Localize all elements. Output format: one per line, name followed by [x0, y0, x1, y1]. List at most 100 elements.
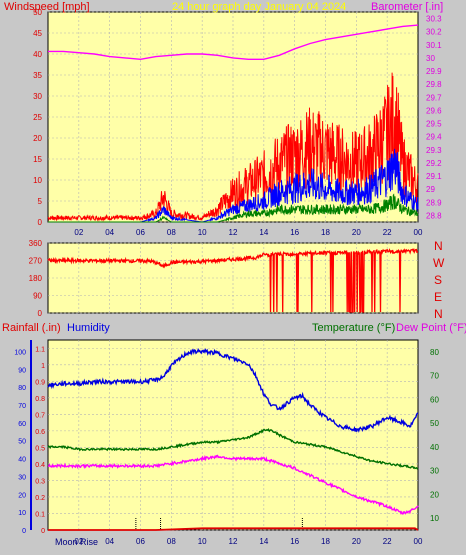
rainfall-tick-label: 0.4 [35, 462, 45, 469]
humidity-tick-label: 10 [18, 510, 26, 517]
temperature-tick-label: 80 [430, 348, 439, 357]
humidity-tick-label: 20 [18, 492, 26, 499]
time-tick-label: 04 [105, 228, 114, 237]
rainfall-tick-label: 0.8 [35, 396, 45, 403]
rainfall-tick-label: 0.3 [35, 478, 45, 485]
windspeed-tick-label: 45 [33, 29, 42, 38]
wind-barometer-layer: 0 5 10 15 20 25 30 35 40 45 50 28.8 28.9 29 29.1 29.2 29… [33, 8, 442, 237]
bottom-time-tick-label: 04 [105, 537, 114, 546]
rainfall-tick-label: 1 [41, 363, 45, 370]
direction-tick-label: 0 [38, 309, 43, 318]
windspeed-tick-label: 20 [33, 134, 42, 143]
temperature-tick-label: 40 [430, 443, 439, 452]
temperature-tick-label: 30 [430, 467, 439, 476]
humidity-tick-label: 100 [14, 349, 26, 356]
gust-series-line [47, 72, 419, 222]
windspeed-tick-label: 35 [33, 71, 42, 80]
temperature-tick-label: 20 [430, 490, 439, 499]
rainfall-tick-label: 0.6 [35, 429, 45, 436]
humidity-tick-label: 80 [18, 385, 26, 392]
humidity-series-line [47, 347, 419, 433]
barometer-tick-label: 29.2 [426, 159, 442, 168]
bottom-time-tick-label: 16 [290, 537, 299, 546]
time-tick-label: 20 [352, 228, 361, 237]
time-tick-label: 08 [167, 228, 176, 237]
temperature-tick-label: 70 [430, 372, 439, 381]
barometer-tick-label: 29 [426, 185, 435, 194]
bottom-time-tick-label: 18 [321, 537, 330, 546]
barometer-tick-label: 29.9 [426, 67, 442, 76]
bottom-time-tick-label: 00 [414, 537, 423, 546]
rainfall-tick-label: 0 [41, 528, 45, 535]
barometer-tick-label: 29.7 [426, 93, 442, 102]
temperature-tick-label: 50 [430, 419, 439, 428]
barometer-tick-label: 29.5 [426, 120, 442, 129]
windspeed-tick-label: 30 [33, 92, 42, 101]
barometer-tick-label: 29.6 [426, 106, 442, 115]
rainfall-tick-label: 0.5 [35, 445, 45, 452]
rainfall-tick-label: 0.9 [35, 379, 45, 386]
barometer-tick-label: 30 [426, 54, 435, 63]
temperature-humidity-layer: 0 0.1 0.2 0.3 0.4 0.5 0.6 0.7 0.8 0.9 1 1.1 0 10 20 30 4… [14, 340, 439, 546]
barometer-tick-label: 29.4 [426, 133, 442, 142]
time-tick-label: 18 [321, 228, 330, 237]
bottom-time-tick-label: 22 [383, 537, 392, 546]
direction-legend-s: S [434, 273, 442, 287]
bottom-time-tick-label: 10 [198, 537, 207, 546]
direction-legend-w: W [433, 256, 445, 270]
humidity-tick-label: 40 [18, 457, 26, 464]
rainfall-series-line [48, 527, 419, 531]
barometer-tick-label: 29.1 [426, 172, 442, 181]
barometer-tick-label: 28.9 [426, 198, 442, 207]
barometer-axis-label: Barometer [.in] [371, 1, 443, 13]
barometer-series-line [48, 24, 419, 61]
bottom-time-tick-label: 20 [352, 537, 361, 546]
temperature-axis-label: Temperature (°F) [312, 322, 395, 334]
wind-direction-line [47, 247, 418, 313]
direction-tick-label: 180 [29, 274, 43, 283]
windspeed-tick-label: 5 [38, 197, 43, 206]
humidity-tick-label: 30 [18, 474, 26, 481]
time-tick-label: 22 [383, 228, 392, 237]
humidity-tick-label: 50 [18, 439, 26, 446]
bottom-time-tick-label: 14 [259, 537, 268, 546]
wind-direction-layer: 0 90 180 270 360 [29, 239, 418, 318]
direction-legend-n-bottom: N [434, 307, 443, 321]
barometer-tick-label: 29.3 [426, 146, 442, 155]
chart-title: 24 hour graph day January 04 2024 [172, 1, 346, 13]
time-tick-label: 12 [229, 228, 238, 237]
bottom-time-tick-label: 02 [74, 537, 83, 546]
dewpoint-axis-label: Dew Point (°F) [396, 322, 466, 334]
time-tick-label: 16 [290, 228, 299, 237]
windspeed-tick-label: 40 [33, 50, 42, 59]
humidity-tick-label: 60 [18, 421, 26, 428]
windspeed-axis-label: Windspeed [mph] [4, 1, 90, 13]
windspeed-tick-label: 15 [33, 155, 42, 164]
barometer-tick-label: 30.3 [426, 15, 442, 24]
temperature-tick-label: 10 [430, 514, 439, 523]
barometer-tick-label: 30.2 [426, 28, 442, 37]
windspeed-tick-label: 10 [33, 176, 42, 185]
windspeed-tick-label: 25 [33, 113, 42, 122]
rainfall-tick-label: 0.2 [35, 495, 45, 502]
dewpoint-series-line [47, 454, 419, 516]
temperature-humidity-plot [47, 339, 419, 531]
direction-legend-e: E [434, 290, 442, 304]
windspeed-tick-label: 0 [38, 218, 43, 227]
humidity-axis-label: Humidity [67, 322, 110, 334]
humidity-tick-label: 0 [22, 528, 26, 535]
rainfall-tick-label: 0.1 [35, 511, 45, 518]
barometer-tick-label: 30.1 [426, 41, 442, 50]
time-tick-label: 06 [136, 228, 145, 237]
bottom-time-tick-label: 08 [167, 537, 176, 546]
moon-rise-label: Moon Rise [55, 537, 98, 547]
bottom-time-tick-label: 06 [136, 537, 145, 546]
direction-legend-n-top: N [434, 239, 443, 253]
humidity-tick-label: 70 [18, 403, 26, 410]
time-tick-label: 14 [259, 228, 268, 237]
rainfall-tick-label: 0.7 [35, 412, 45, 419]
direction-tick-label: 90 [33, 292, 42, 301]
time-tick-label: 10 [198, 228, 207, 237]
min-wind-series-line [48, 193, 419, 223]
